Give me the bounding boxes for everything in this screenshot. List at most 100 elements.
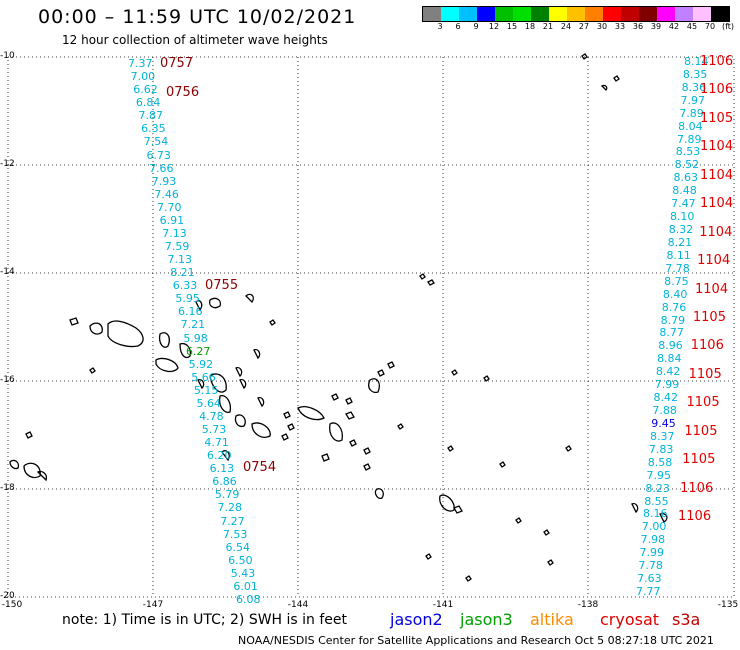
colorbar-label: 3 (437, 22, 443, 31)
wave-height-value: 8.21 (667, 235, 693, 249)
x-axis-label: -150 (1, 600, 23, 610)
wave-height-value: 8.42 (655, 365, 681, 379)
wave-height-value: 7.89 (676, 132, 702, 146)
wave-height-value: 6.86 (212, 475, 237, 489)
wave-height-value: 8.37 (650, 429, 675, 443)
note-text: note: 1) Time is in UTC; 2) SWH is in fe… (62, 612, 348, 628)
island (331, 393, 339, 401)
island (387, 361, 395, 369)
wave-height-value: 6.27 (185, 344, 211, 358)
wave-height-value: 7.77 (636, 585, 661, 598)
wave-height-value: 5.98 (183, 331, 208, 345)
island (499, 461, 506, 468)
wave-height-value: 8.77 (659, 326, 684, 340)
colorbar-label: 36 (632, 22, 644, 31)
colorbar-label: 6 (455, 22, 461, 31)
colorbar-swatch (585, 7, 603, 21)
x-axis-label: -147 (142, 600, 164, 610)
island (221, 450, 230, 462)
pass-time-label: 1105 (686, 395, 720, 411)
colorbar-swatch (495, 7, 513, 21)
island (547, 559, 554, 566)
island (195, 300, 203, 312)
x-axis-label: -144 (287, 600, 309, 610)
island (209, 373, 227, 393)
wave-height-value: 5.15 (193, 383, 219, 397)
y-axis-label: -16 (0, 375, 15, 385)
legend-entry-jason2: jason2 (390, 610, 443, 629)
wave-height-value: 8.52 (674, 158, 700, 172)
island (107, 320, 144, 348)
pass-time-label: 1105 (692, 309, 726, 325)
wave-height-value: 9.45 (651, 416, 676, 430)
island (253, 348, 261, 360)
pass-time-label: 1105 (682, 452, 716, 468)
pass-time-label: 1104 (700, 196, 734, 212)
pass-time-label: 1105 (700, 110, 734, 126)
island (565, 445, 572, 452)
island (239, 378, 247, 390)
wave-height-value: 6.54 (225, 540, 250, 554)
y-axis-label: -12 (0, 159, 15, 169)
colorbar-label: 27 (578, 22, 590, 31)
wave-height-value: 8.53 (675, 145, 701, 159)
colorbar-label: 18 (524, 22, 536, 31)
island (89, 322, 103, 335)
wave-height-value: 7.88 (652, 404, 677, 418)
colorbar-swatch (657, 7, 675, 21)
colorbar-swatch (693, 7, 711, 21)
pass-time-label: 1105 (684, 423, 718, 439)
wave-height-value: 7.78 (638, 559, 663, 573)
colorbar-swatch (567, 7, 585, 21)
wave-height-value: 7.89 (679, 106, 704, 120)
island (483, 375, 490, 382)
wave-height-value: 7.37 (128, 57, 153, 70)
wave-height-value: 8.14 (684, 55, 709, 68)
wave-height-value: 8.58 (647, 455, 673, 469)
island (427, 279, 435, 286)
wave-height-value: 8.32 (668, 223, 694, 237)
island (453, 505, 463, 514)
legend-entry-jason3: jason3 (460, 610, 513, 629)
wave-height-value: 7.27 (220, 514, 245, 528)
wave-height-value: 7.98 (640, 533, 666, 547)
colorbar-label: 45 (686, 22, 698, 31)
island (269, 319, 276, 326)
island (581, 53, 588, 60)
pass-time-label: 1104 (699, 224, 733, 240)
wave-height-value: 7.97 (680, 93, 705, 107)
colorbar-label: 24 (560, 22, 572, 31)
island (197, 378, 205, 390)
pass-time-label: 0756 (166, 85, 200, 100)
wave-height-value: 7.66 (149, 161, 174, 175)
colorbar-swatch (441, 7, 459, 21)
island-outlines (9, 53, 668, 582)
colorbar-label: 12 (488, 22, 500, 31)
wave-height-value: 6.20 (207, 449, 232, 463)
island (281, 433, 289, 441)
x-axis-label: -135 (717, 600, 739, 610)
island (465, 575, 472, 582)
colorbar-label: 15 (506, 22, 518, 31)
colorbar-label: 30 (596, 22, 608, 31)
legend-entry-altika: altika (530, 610, 574, 629)
wave-height-value: 8.75 (664, 274, 689, 288)
island (179, 342, 192, 359)
wave-height-value: 7.63 (637, 572, 662, 586)
island (321, 453, 330, 462)
map-title: 00:00 – 11:59 UTC 10/02/2021 (38, 6, 357, 28)
wave-height-value: 7.47 (671, 197, 696, 211)
wave-height-value: 7.78 (665, 261, 690, 275)
colorbar-swatch (423, 7, 441, 21)
wave-height-value: 7.00 (130, 70, 156, 84)
pass-time-label: 0754 (243, 460, 277, 475)
wave-height-value: 7.99 (654, 378, 680, 392)
wave-height-value: 8.55 (644, 494, 669, 508)
wave-height-value: 6.91 (159, 213, 185, 227)
colorbar-label: (ft) (721, 22, 735, 31)
wave-height-value: 7.53 (222, 527, 248, 541)
island (287, 423, 295, 431)
legend-entry-cryosat: cryosat (600, 610, 660, 629)
wave-height-value: 6.73 (146, 148, 171, 162)
wave-height-value: 7.13 (167, 253, 193, 267)
